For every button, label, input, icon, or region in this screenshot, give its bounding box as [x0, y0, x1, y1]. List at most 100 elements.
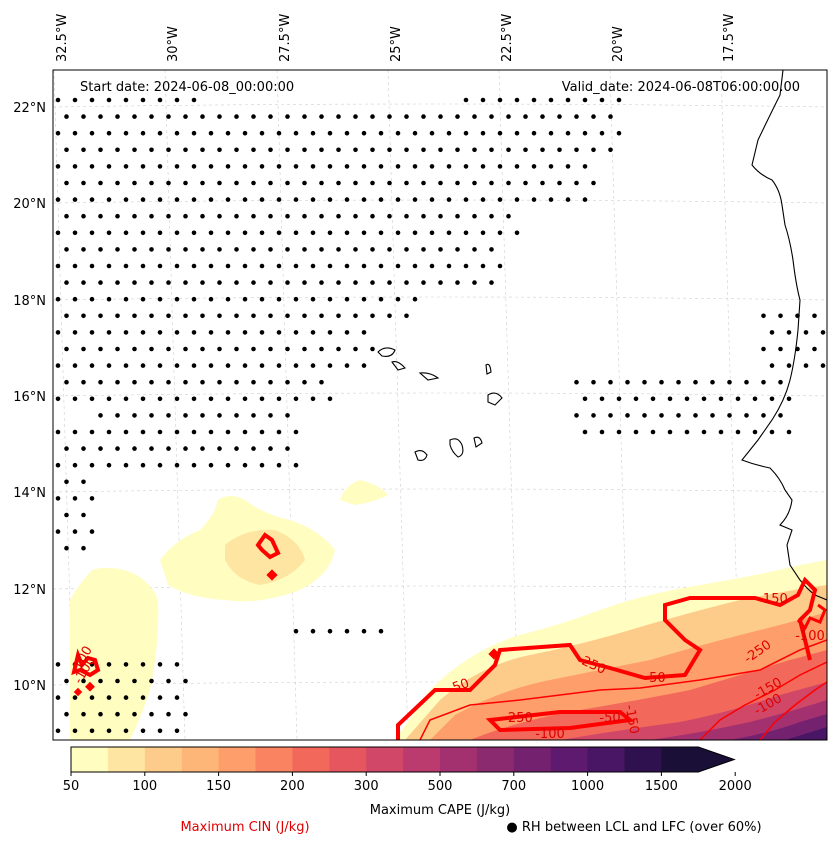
rh-stipple-dot [166, 114, 171, 119]
rh-stipple-dot [523, 180, 528, 186]
cin-contour-label: -50 [599, 711, 620, 726]
rh-stipple-dot [55, 429, 61, 435]
rh-stipple-dot [157, 728, 163, 734]
rh-stipple-dot [659, 413, 664, 418]
rh-stipple-dot [72, 197, 78, 202]
rh-stipple-dot [489, 147, 494, 153]
rh-stipple-dot [327, 164, 333, 169]
colorbar-segment-extend [661, 747, 735, 772]
rh-stipple-dot [599, 97, 605, 103]
rh-stipple-dot [421, 147, 426, 153]
rh-stipple-dot [64, 180, 69, 186]
rh-stipple-dot [174, 363, 180, 368]
rh-stipple-dot [81, 545, 86, 551]
rh-stipple-dot [123, 728, 129, 734]
rh-stipple-dot [463, 263, 469, 269]
rh-stipple-dot [225, 230, 231, 236]
rh-stipple-dot [55, 130, 61, 136]
rh-stipple-dot [208, 330, 214, 335]
rh-stipple-dot [140, 230, 146, 236]
rh-stipple-dot [302, 313, 307, 319]
rh-stipple-dot [302, 280, 307, 285]
rh-stipple-dot [582, 164, 588, 169]
rh-stipple-dot [157, 363, 163, 368]
rh-stipple-dot [208, 363, 214, 368]
rh-stipple-dot [404, 213, 409, 219]
rh-stipple-dot [293, 197, 299, 202]
cape-verde-island-sao-vicente [391, 361, 406, 371]
rh-stipple-dot [285, 147, 290, 153]
rh-stipple-dot [276, 263, 282, 269]
rh-stipple-dot [310, 296, 316, 302]
cin-contour-label: -50 [644, 671, 665, 686]
rh-stipple-dot [276, 230, 282, 236]
rh-stipple-dot [81, 446, 86, 451]
rh-stipple-dot [149, 280, 154, 285]
rh-stipple-dot [115, 313, 120, 319]
rh-stipple-dot [438, 180, 443, 186]
rh-stipple-dot [540, 147, 545, 153]
rh-stipple-dot [293, 330, 299, 335]
rh-stipple-dot [149, 413, 154, 418]
rh-stipple-dot [361, 363, 367, 368]
rh-stipple-dot [310, 164, 316, 169]
cape-verde-island-maio [473, 436, 483, 448]
rh-stipple-dot [327, 363, 333, 368]
rh-stipple-dot [387, 180, 392, 186]
rh-stipple-dot [259, 230, 265, 236]
rh-stipple-dot [64, 313, 69, 319]
rh-stipple-dot [200, 213, 205, 219]
rh-stipple-dot [55, 197, 61, 202]
rh-stipple-dot [276, 429, 282, 435]
rh-stipple-dot [81, 147, 86, 153]
rh-stipple-dot [378, 628, 384, 634]
rh-stipple-dot [327, 263, 333, 269]
rh-stipple-dot [166, 180, 171, 186]
rh-stipple-dot [276, 363, 282, 368]
rh-stipple-dot [106, 164, 112, 169]
rh-stipple-dot [497, 263, 503, 269]
rh-stipple-dot [455, 114, 460, 119]
rh-stipple-dot [64, 711, 69, 717]
rh-stipple-dot [310, 230, 316, 236]
rh-stipple-dot [98, 446, 103, 451]
rh-stipple-dot [64, 114, 69, 119]
rh-stipple-dot [744, 379, 749, 385]
rh-stipple-dot [591, 114, 596, 119]
rh-stipple-dot [208, 197, 214, 202]
rh-stipple-dot [217, 379, 222, 385]
rh-stipple-dot [455, 247, 460, 252]
rh-stipple-dot [89, 363, 95, 368]
rh-stipple-dot [225, 462, 231, 468]
rh-stipple-dot [132, 446, 137, 451]
rh-stipple-dot [115, 711, 120, 717]
rh-stipple-dot [217, 180, 222, 186]
rh-stipple-dot [344, 363, 350, 368]
rh-stipple-dot [157, 263, 163, 269]
cin-contour-thin-1 [419, 639, 827, 740]
rh-stipple-dot [174, 695, 180, 700]
rh-stipple-dot [81, 114, 86, 119]
rh-stipple-dot [387, 280, 392, 285]
rh-stipple-dot [174, 330, 180, 335]
rh-stipple-dot [778, 313, 783, 319]
cin-contour-label: -150 [621, 704, 641, 736]
rh-stipple-dot [72, 462, 78, 468]
rh-stipple-dot [140, 462, 146, 468]
rh-stipple-dot [336, 346, 341, 352]
rh-stipple-dot [582, 396, 588, 402]
rh-stipple-dot [174, 164, 180, 169]
rh-stipple-dot [285, 346, 290, 352]
rh-stipple-dot [480, 230, 486, 236]
rh-stipple-dot [455, 213, 460, 219]
rh-stipple-dot [191, 429, 197, 435]
rh-stipple-dot [820, 363, 826, 368]
rh-stipple-dot [455, 180, 460, 186]
rh-stipple-dot [98, 379, 103, 385]
rh-stipple-dot [225, 396, 231, 402]
rh-stipple-dot [429, 263, 435, 269]
rh-stipple-dot [769, 330, 775, 335]
rh-stipple-dot [140, 130, 146, 136]
rh-stipple-dot [353, 147, 358, 153]
rh-stipple-dot [276, 462, 282, 468]
